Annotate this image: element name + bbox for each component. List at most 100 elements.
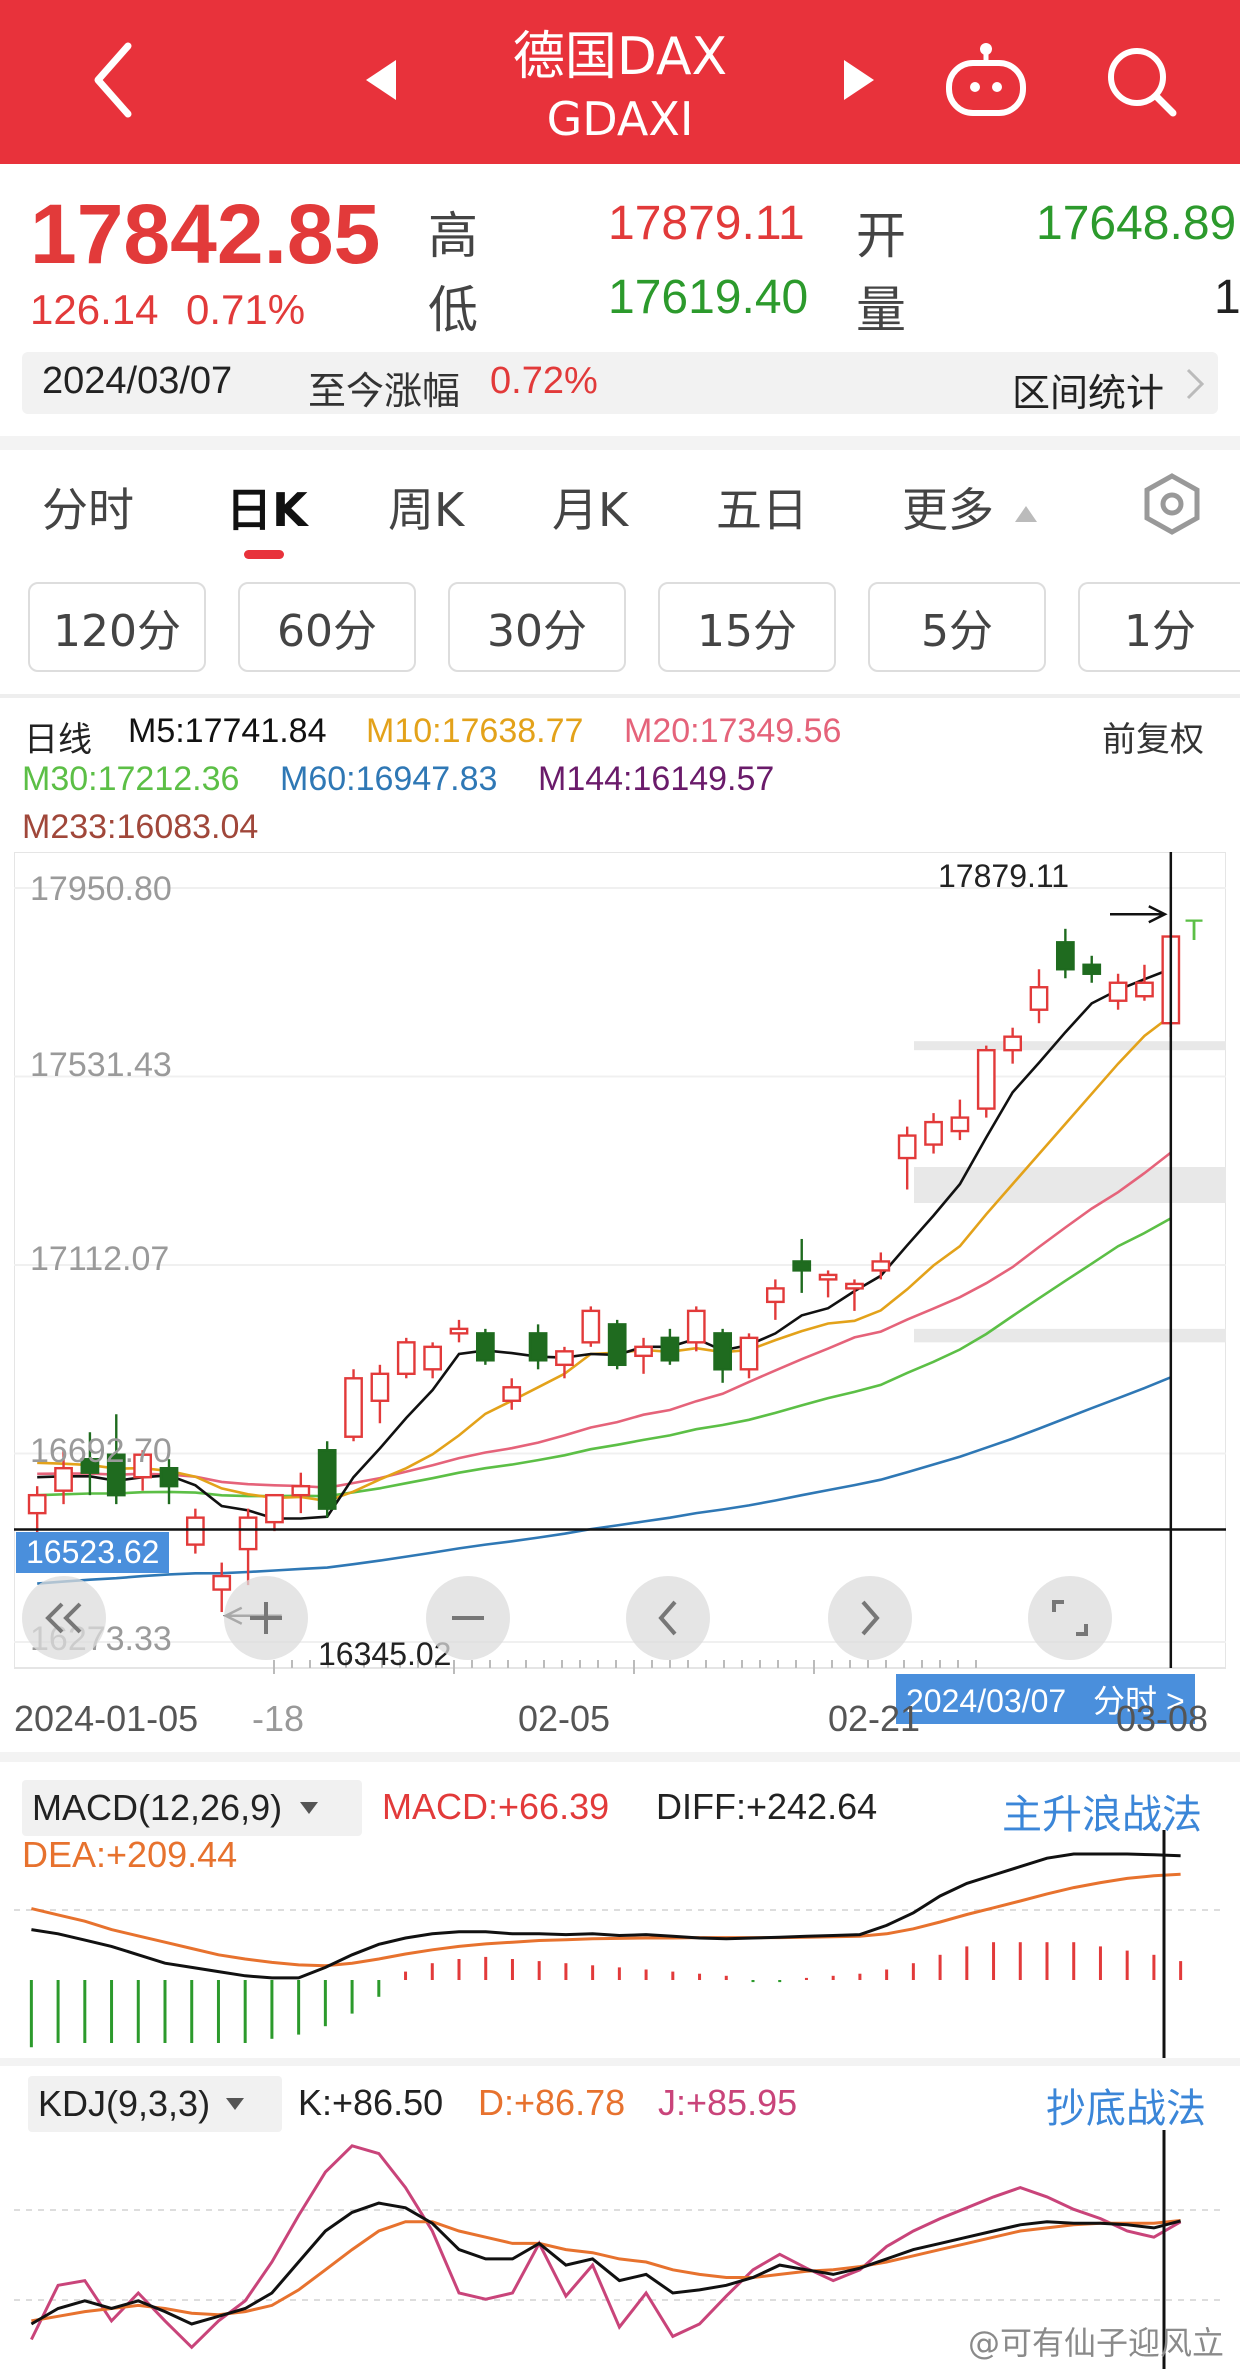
candle-up [212,1574,232,1591]
candle-up [265,1493,284,1524]
candle-down [792,1260,812,1272]
candle-down [713,1332,733,1371]
tab-more[interactable]: 更多 [902,474,1039,540]
candle-up [924,1120,943,1146]
candle-down [607,1323,627,1367]
chart-gridlines [14,887,1226,1674]
candle-down [475,1332,495,1362]
ma20-line [37,1151,1172,1490]
double-chevron-left-icon [45,1602,82,1634]
robot-icon [946,43,1026,116]
current-price: 17842.85 [30,187,381,281]
interval-30min[interactable]: 30分 [448,582,626,672]
candle-up [423,1345,443,1371]
candle-up [818,1273,838,1281]
support-zone [914,1041,1226,1051]
open-value: 17648.89 [1036,197,1237,250]
quote-date: 2024/03/07 [42,360,233,402]
macd-lines [31,1852,1181,1980]
candle-up [897,1134,917,1160]
candle-down [317,1449,337,1510]
interval-60min[interactable]: 60分 [238,582,416,672]
price-change-pct: 0.71% [186,286,306,333]
ma5-value: M5:17741.84 [128,712,327,750]
tab-monthly-k[interactable]: 月K [552,483,629,537]
zoom-out-button[interactable] [426,1576,510,1660]
chevron-right-icon [1186,368,1205,400]
intraday-link[interactable]: 分时 > [1093,1683,1185,1719]
candle-up [1003,1035,1023,1052]
x-tick-3: 02-05 [518,1698,611,1739]
kdj-strategy-link[interactable]: 抄底战法 [1046,2086,1206,2132]
candle-up [133,1453,153,1479]
candle-up [950,1116,970,1133]
watermark: @可有仙子迎风立 [968,2324,1225,2362]
interval-15min[interactable]: 15分 [658,582,836,672]
candle-up [555,1350,574,1367]
next-stock-button[interactable] [834,48,884,112]
candle-up [185,1516,205,1546]
dea-line [31,1872,1181,1968]
chart-type-label: 日线 [24,721,92,759]
high-marker-value: 17879.11 [938,858,1070,894]
candle-up [1108,981,1128,1002]
divider [0,2058,1240,2066]
kdj-label: KDJ(9,3,3) [38,2083,211,2124]
app-header: 德国DAX GDAXI [0,0,1240,164]
ma20-value: M20:17349.56 [624,712,842,750]
settings-button[interactable] [1140,472,1204,536]
jump-left-button[interactable] [22,1576,106,1660]
candle-down [1082,963,1102,975]
tab-daily-k[interactable]: 日K [226,483,308,537]
kdj-indicator-select[interactable]: KDJ(9,3,3) [28,2076,282,2132]
crosshair-date-tag[interactable]: 2024/03/07 分时 > [896,1674,1195,1724]
robot-button[interactable] [938,36,1034,126]
ma144-value: M144:16149.57 [538,760,775,798]
kdj-k-line [30,2201,1181,2326]
ma5-line [37,967,1172,1520]
high-marker-label: 17879.11 [938,858,1069,895]
zoom-in-button[interactable] [224,1576,308,1660]
prev-stock-button[interactable] [356,48,406,112]
back-button[interactable] [78,30,148,130]
macd-value: MACD:+66.39 [382,1786,610,1827]
scroll-left-button[interactable] [626,1576,710,1660]
tab-weekly-k[interactable]: 周K [388,483,465,537]
fullscreen-button[interactable] [1028,1576,1112,1660]
candle-up [686,1309,706,1344]
scroll-right-button[interactable] [828,1576,912,1660]
stock-code: GDAXI [546,92,694,146]
low-value: 17619.40 [608,271,809,324]
interval-1min[interactable]: 1分 [1078,582,1240,672]
range-stats-bar[interactable]: 2024/03/07 至今涨幅 0.72% 区间统计 [22,352,1218,415]
tab-five-day[interactable]: 五日 [716,483,808,537]
ma10-value: M10:17638.77 [366,712,584,750]
adjust-mode-button[interactable]: 前复权 [1102,721,1204,759]
candle-up [54,1466,73,1492]
macd-strategy-link[interactable]: 主升浪战法 [1002,1792,1202,1838]
stock-title: 德国DAX [512,27,728,87]
y-tick-4: 16692.70 [30,1432,172,1470]
diff-value: DIFF:+242.64 [656,1786,878,1827]
macd-indicator-select[interactable]: MACD(12,26,9) [22,1780,362,1836]
x-tick-5: 03-08 [1116,1698,1209,1739]
next-icon [844,60,874,100]
candle-up [449,1327,469,1335]
candle-up [976,1048,996,1110]
candle-up [634,1345,653,1358]
interval-120min[interactable]: 120分 [28,582,206,672]
crosshair-price-tag: 16523.62 [16,1532,170,1573]
candle-down [660,1336,680,1362]
range-stats-button[interactable]: 区间统计 [1012,371,1165,415]
y-tick-2: 17531.43 [30,1046,172,1084]
candle-down [106,1453,126,1497]
fullscreen-icon [1052,1600,1088,1636]
interval-5min[interactable]: 5分 [868,582,1046,672]
trade-marker-label: T [1185,914,1203,947]
ma-lines [37,967,1172,1585]
candle-up [370,1372,390,1402]
open-label: 开 [856,207,906,265]
tab-intraday[interactable]: 分时 [42,483,134,537]
kline-chart[interactable]: T [14,852,1226,1674]
search-button[interactable] [1096,36,1186,126]
